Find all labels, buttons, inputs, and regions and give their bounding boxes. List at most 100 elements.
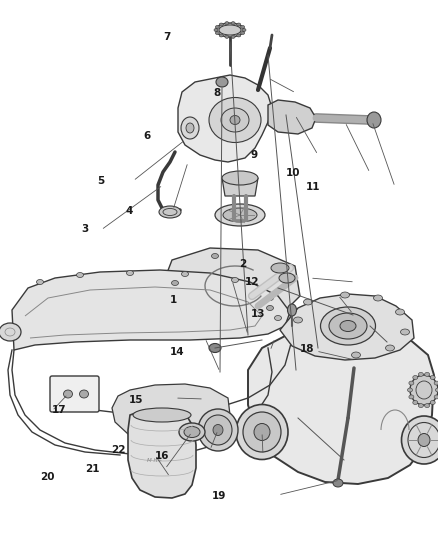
Ellipse shape: [221, 108, 249, 132]
Ellipse shape: [215, 26, 219, 28]
Ellipse shape: [430, 375, 435, 379]
Ellipse shape: [266, 305, 273, 311]
Ellipse shape: [407, 388, 413, 392]
Ellipse shape: [215, 31, 219, 35]
Text: 2: 2: [240, 259, 247, 269]
Ellipse shape: [219, 23, 223, 26]
Ellipse shape: [209, 98, 261, 142]
Ellipse shape: [198, 409, 238, 451]
Ellipse shape: [232, 278, 239, 282]
Text: 19: 19: [212, 491, 226, 500]
Ellipse shape: [293, 317, 303, 323]
Polygon shape: [248, 325, 434, 484]
Ellipse shape: [214, 28, 218, 31]
Ellipse shape: [133, 408, 191, 422]
Ellipse shape: [266, 295, 273, 301]
Ellipse shape: [396, 309, 405, 315]
Ellipse shape: [410, 375, 438, 405]
Ellipse shape: [430, 400, 435, 405]
Text: 13: 13: [251, 310, 266, 319]
Ellipse shape: [222, 171, 258, 185]
Ellipse shape: [242, 28, 246, 31]
Text: 1: 1: [170, 295, 177, 304]
Text: 22: 22: [111, 446, 126, 455]
Text: 10: 10: [286, 168, 301, 178]
Ellipse shape: [212, 254, 219, 259]
Text: 3: 3: [82, 224, 89, 234]
Polygon shape: [178, 75, 272, 162]
Ellipse shape: [240, 26, 244, 28]
Polygon shape: [280, 294, 414, 360]
Ellipse shape: [385, 345, 395, 351]
Polygon shape: [268, 100, 316, 134]
Ellipse shape: [340, 292, 350, 298]
Polygon shape: [162, 248, 300, 323]
Text: 16: 16: [155, 451, 170, 461]
Text: 9: 9: [251, 150, 258, 159]
Ellipse shape: [230, 116, 240, 125]
Ellipse shape: [434, 395, 438, 399]
Ellipse shape: [333, 479, 343, 487]
Ellipse shape: [36, 279, 43, 285]
Text: 14: 14: [170, 347, 185, 357]
Ellipse shape: [184, 426, 200, 438]
Ellipse shape: [254, 424, 270, 440]
FancyBboxPatch shape: [50, 376, 99, 412]
Ellipse shape: [400, 329, 410, 335]
Text: 4: 4: [126, 206, 133, 215]
Ellipse shape: [340, 320, 356, 332]
Text: 7: 7: [163, 33, 170, 42]
Text: 15: 15: [128, 395, 143, 405]
Polygon shape: [112, 384, 230, 440]
Ellipse shape: [418, 433, 430, 447]
Ellipse shape: [279, 273, 295, 283]
Ellipse shape: [424, 403, 430, 408]
Ellipse shape: [225, 35, 229, 38]
Ellipse shape: [435, 388, 438, 392]
Ellipse shape: [179, 423, 205, 441]
Text: 21: 21: [85, 464, 99, 474]
Ellipse shape: [127, 271, 134, 276]
Ellipse shape: [402, 416, 438, 464]
Ellipse shape: [237, 23, 241, 26]
Ellipse shape: [159, 206, 181, 218]
Ellipse shape: [304, 299, 312, 305]
Text: 8: 8: [213, 88, 220, 98]
Ellipse shape: [418, 403, 424, 408]
Ellipse shape: [237, 34, 241, 37]
Ellipse shape: [64, 390, 73, 398]
Ellipse shape: [413, 375, 418, 379]
Ellipse shape: [367, 112, 381, 128]
Ellipse shape: [181, 271, 188, 277]
Ellipse shape: [231, 35, 235, 38]
Ellipse shape: [434, 381, 438, 385]
Text: 20: 20: [40, 472, 55, 482]
Ellipse shape: [172, 280, 179, 286]
Text: 11: 11: [306, 182, 321, 191]
Ellipse shape: [243, 412, 281, 452]
Ellipse shape: [213, 424, 223, 435]
Ellipse shape: [231, 22, 235, 25]
Ellipse shape: [236, 405, 288, 459]
Ellipse shape: [374, 295, 382, 301]
Ellipse shape: [216, 23, 244, 37]
Ellipse shape: [181, 117, 199, 139]
Ellipse shape: [413, 400, 418, 405]
Ellipse shape: [352, 352, 360, 358]
Ellipse shape: [240, 31, 244, 35]
Polygon shape: [128, 410, 196, 498]
Ellipse shape: [204, 415, 232, 445]
Ellipse shape: [186, 123, 194, 133]
Ellipse shape: [219, 34, 223, 37]
Ellipse shape: [0, 323, 21, 341]
Ellipse shape: [409, 395, 414, 399]
Ellipse shape: [329, 313, 367, 339]
Text: 17: 17: [52, 406, 67, 415]
Ellipse shape: [418, 373, 424, 376]
Ellipse shape: [287, 304, 297, 316]
Ellipse shape: [216, 77, 228, 87]
Ellipse shape: [424, 373, 430, 376]
Ellipse shape: [223, 208, 257, 222]
Ellipse shape: [271, 263, 289, 273]
Ellipse shape: [77, 272, 84, 278]
